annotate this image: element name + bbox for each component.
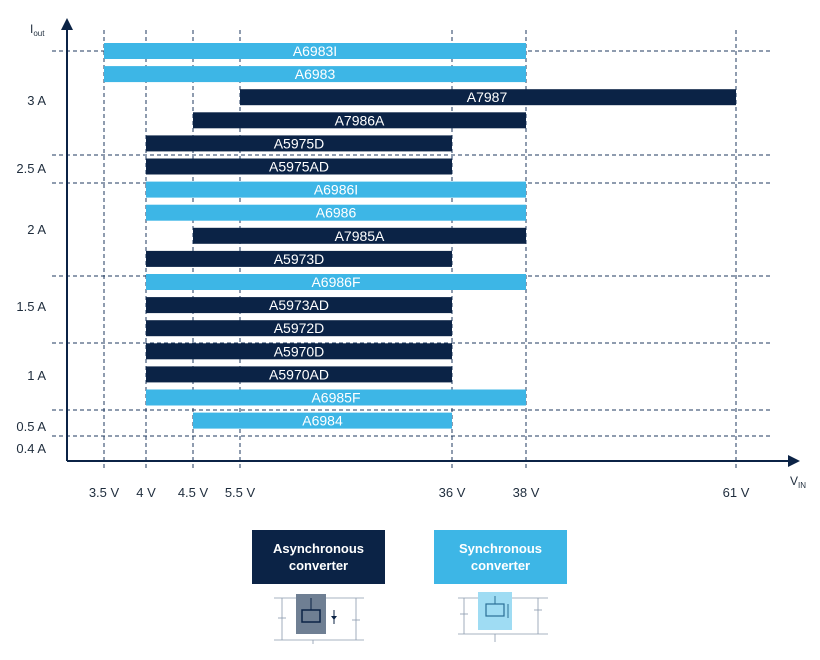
y-tick-labels: 3 A 2.5 A 2 A 1.5 A 1 A 0.5 A 0.4 A [16,93,46,456]
x-tick-label: 38 V [513,485,540,500]
async-converter-schematic-icon [274,594,364,644]
y-tick-label: 0.5 A [16,419,46,434]
bar-label: A6985F [311,390,360,406]
legend-synchronous-converter: Synchronous converter [434,530,567,584]
bar-label: A7985A [335,228,385,244]
bar-label: A6984 [302,413,343,429]
bar-a7986a [193,112,526,129]
bar-label: A6983 [295,66,336,82]
bar-label: A5975D [274,135,325,151]
x-axis-label: VIN [790,474,806,490]
y-axis-label: Iout [30,22,45,38]
legend-async-label: Asynchronous converter [272,541,364,573]
y-tick-label: 2.5 A [16,161,46,176]
y-tick-label: 3 A [27,93,46,108]
bar-a5973ad [146,297,452,314]
bar-a6986f [146,274,526,290]
x-tick-label: 5.5 V [225,485,256,500]
legend-asynchronous-converter: Asynchronous converter [252,530,385,584]
sync-converter-schematic-icon [458,592,548,642]
x-tick-label: 4.5 V [178,485,209,500]
bar-a6984 [193,412,452,429]
bar-label: A6983I [293,43,337,59]
bar-a6986 [146,204,526,221]
bar-a6983i [104,43,526,59]
bar-label: A5970AD [269,366,329,382]
bar-label: A5970D [274,343,325,359]
y-tick-label: 1 A [27,368,46,383]
bar-label: A5973AD [269,297,329,313]
x-tick-label: 61 V [723,485,750,500]
legend-sync-label: Synchronous converter [458,541,543,573]
bar-label: A6986I [314,182,358,198]
x-axis-arrow [788,455,800,467]
bar-label: A7986A [335,112,385,128]
x-tick-label: 36 V [439,485,466,500]
bar-a5975ad [146,158,452,175]
bar-a5972d [146,320,452,337]
axes [61,18,800,467]
converter-bars: A6983I A6983 A7987 A7986A A5975D A5975AD A6986… [104,43,736,429]
bar-a5970d [146,343,452,360]
bar-label: A6986F [311,274,360,290]
bar-label: A5972D [274,320,325,336]
bar-a5970ad [146,366,452,383]
bar-label: A6986 [316,205,357,221]
bar-a5973d [146,250,452,267]
bar-label: A7987 [467,89,508,105]
x-tick-label: 4 V [136,485,156,500]
bar-a6986i [146,181,526,198]
y-tick-label: 0.4 A [16,441,46,456]
x-tick-labels: 3.5 V 4 V 4.5 V 5.5 V 36 V 38 V 61 V [89,485,750,500]
bar-a5975d [146,135,452,152]
y-tick-label: 2 A [27,222,46,237]
bar-label: A5975AD [269,159,329,175]
vin-iout-chart: A6983I A6983 A7987 A7986A A5975D A5975AD A6986… [16,18,806,500]
x-tick-label: 3.5 V [89,485,120,500]
y-tick-label: 1.5 A [16,299,46,314]
bar-a7985a [193,227,526,244]
bar-a6983 [104,66,526,83]
bar-a6985f [146,389,526,406]
bar-label: A5973D [274,251,325,267]
bar-a7987 [240,89,736,106]
y-axis-arrow [61,18,73,30]
